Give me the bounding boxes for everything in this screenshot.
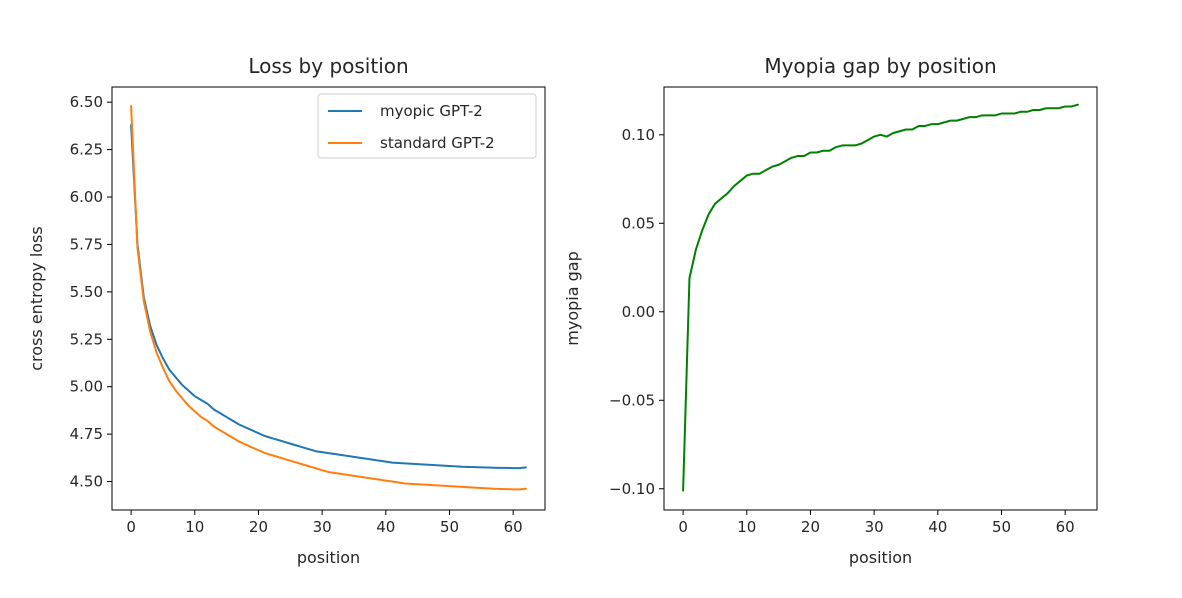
loss-y-tick-label: 5.00: [70, 378, 103, 396]
gap-x-tick-label: 30: [865, 518, 884, 536]
loss-y-tick-label: 6.50: [70, 93, 103, 111]
loss-x-tick-label: 0: [126, 518, 136, 536]
gap-x-axis-label: position: [849, 548, 912, 567]
loss-y-tick-label: 6.25: [70, 141, 103, 159]
gap-y-tick-label: −0.10: [609, 480, 655, 498]
loss-x-tick-label: 60: [504, 518, 523, 536]
gap-x-tick-label: 0: [678, 518, 688, 536]
gap-series-lines: [682, 103, 1079, 492]
legend: myopic GPT-2 standard GPT-2: [317, 93, 537, 159]
legend-box: [317, 93, 537, 159]
gap-x-tick-label: 60: [1056, 518, 1075, 536]
loss-y-tick-label: 6.00: [70, 188, 103, 206]
gap-x-tick-label: 50: [992, 518, 1011, 536]
legend-label-standard: standard GPT-2: [380, 134, 495, 152]
loss-y-tick-label: 4.50: [70, 473, 103, 491]
loss-y-tick-label: 5.75: [70, 235, 103, 253]
loss-x-tick-label: 20: [249, 518, 268, 536]
loss-y-ticks: 4.50 4.75 5.00 5.25 5.50 5.75 6.00 6.25 6.50: [70, 93, 112, 491]
loss-plot-frame: [111, 86, 546, 511]
loss-y-axis-label: cross entropy loss: [27, 226, 46, 370]
gap-x-tick-label: 20: [801, 518, 820, 536]
loss-x-axis-label: position: [297, 548, 360, 567]
myopia-gap-chart: 0 10 20 30 40 50 60 −0.10 −0.05 0.00 0.05 0.10 Myo…: [563, 54, 1098, 567]
gap-plot-frame: [663, 86, 1098, 511]
loss-chart: 0 10 20 30 40 50 60 4.50 4.75 5.00 5.25 5.50 5.75 6.…: [27, 54, 546, 567]
series-line-myopia-gap: [682, 103, 1079, 492]
loss-chart-title: Loss by position: [248, 54, 408, 78]
loss-x-tick-label: 50: [440, 518, 459, 536]
loss-y-tick-label: 5.50: [70, 283, 103, 301]
loss-x-tick-label: 30: [313, 518, 332, 536]
loss-y-tick-label: 5.25: [70, 330, 103, 348]
gap-y-tick-label: 0.10: [622, 126, 655, 144]
gap-x-tick-label: 40: [928, 518, 947, 536]
loss-y-tick-label: 4.75: [70, 425, 103, 443]
gap-y-ticks: −0.10 −0.05 0.00 0.05 0.10: [609, 126, 664, 498]
gap-y-tick-label: 0.05: [622, 214, 655, 232]
loss-x-ticks: 0 10 20 30 40 50 60: [126, 510, 523, 536]
loss-x-tick-label: 40: [376, 518, 395, 536]
legend-label-myopic: myopic GPT-2: [380, 102, 483, 120]
series-line-myopic-gpt-2: [130, 123, 527, 470]
gap-x-ticks: 0 10 20 30 40 50 60: [678, 510, 1075, 536]
gap-y-axis-label: myopia gap: [563, 251, 582, 345]
loss-series-lines: [130, 104, 527, 491]
gap-x-tick-label: 10: [737, 518, 756, 536]
loss-x-tick-label: 10: [185, 518, 204, 536]
series-line-standard-gpt-2: [130, 104, 527, 491]
gap-y-tick-label: 0.00: [622, 303, 655, 321]
gap-y-tick-label: −0.05: [609, 391, 655, 409]
gap-chart-title: Myopia gap by position: [764, 54, 996, 78]
